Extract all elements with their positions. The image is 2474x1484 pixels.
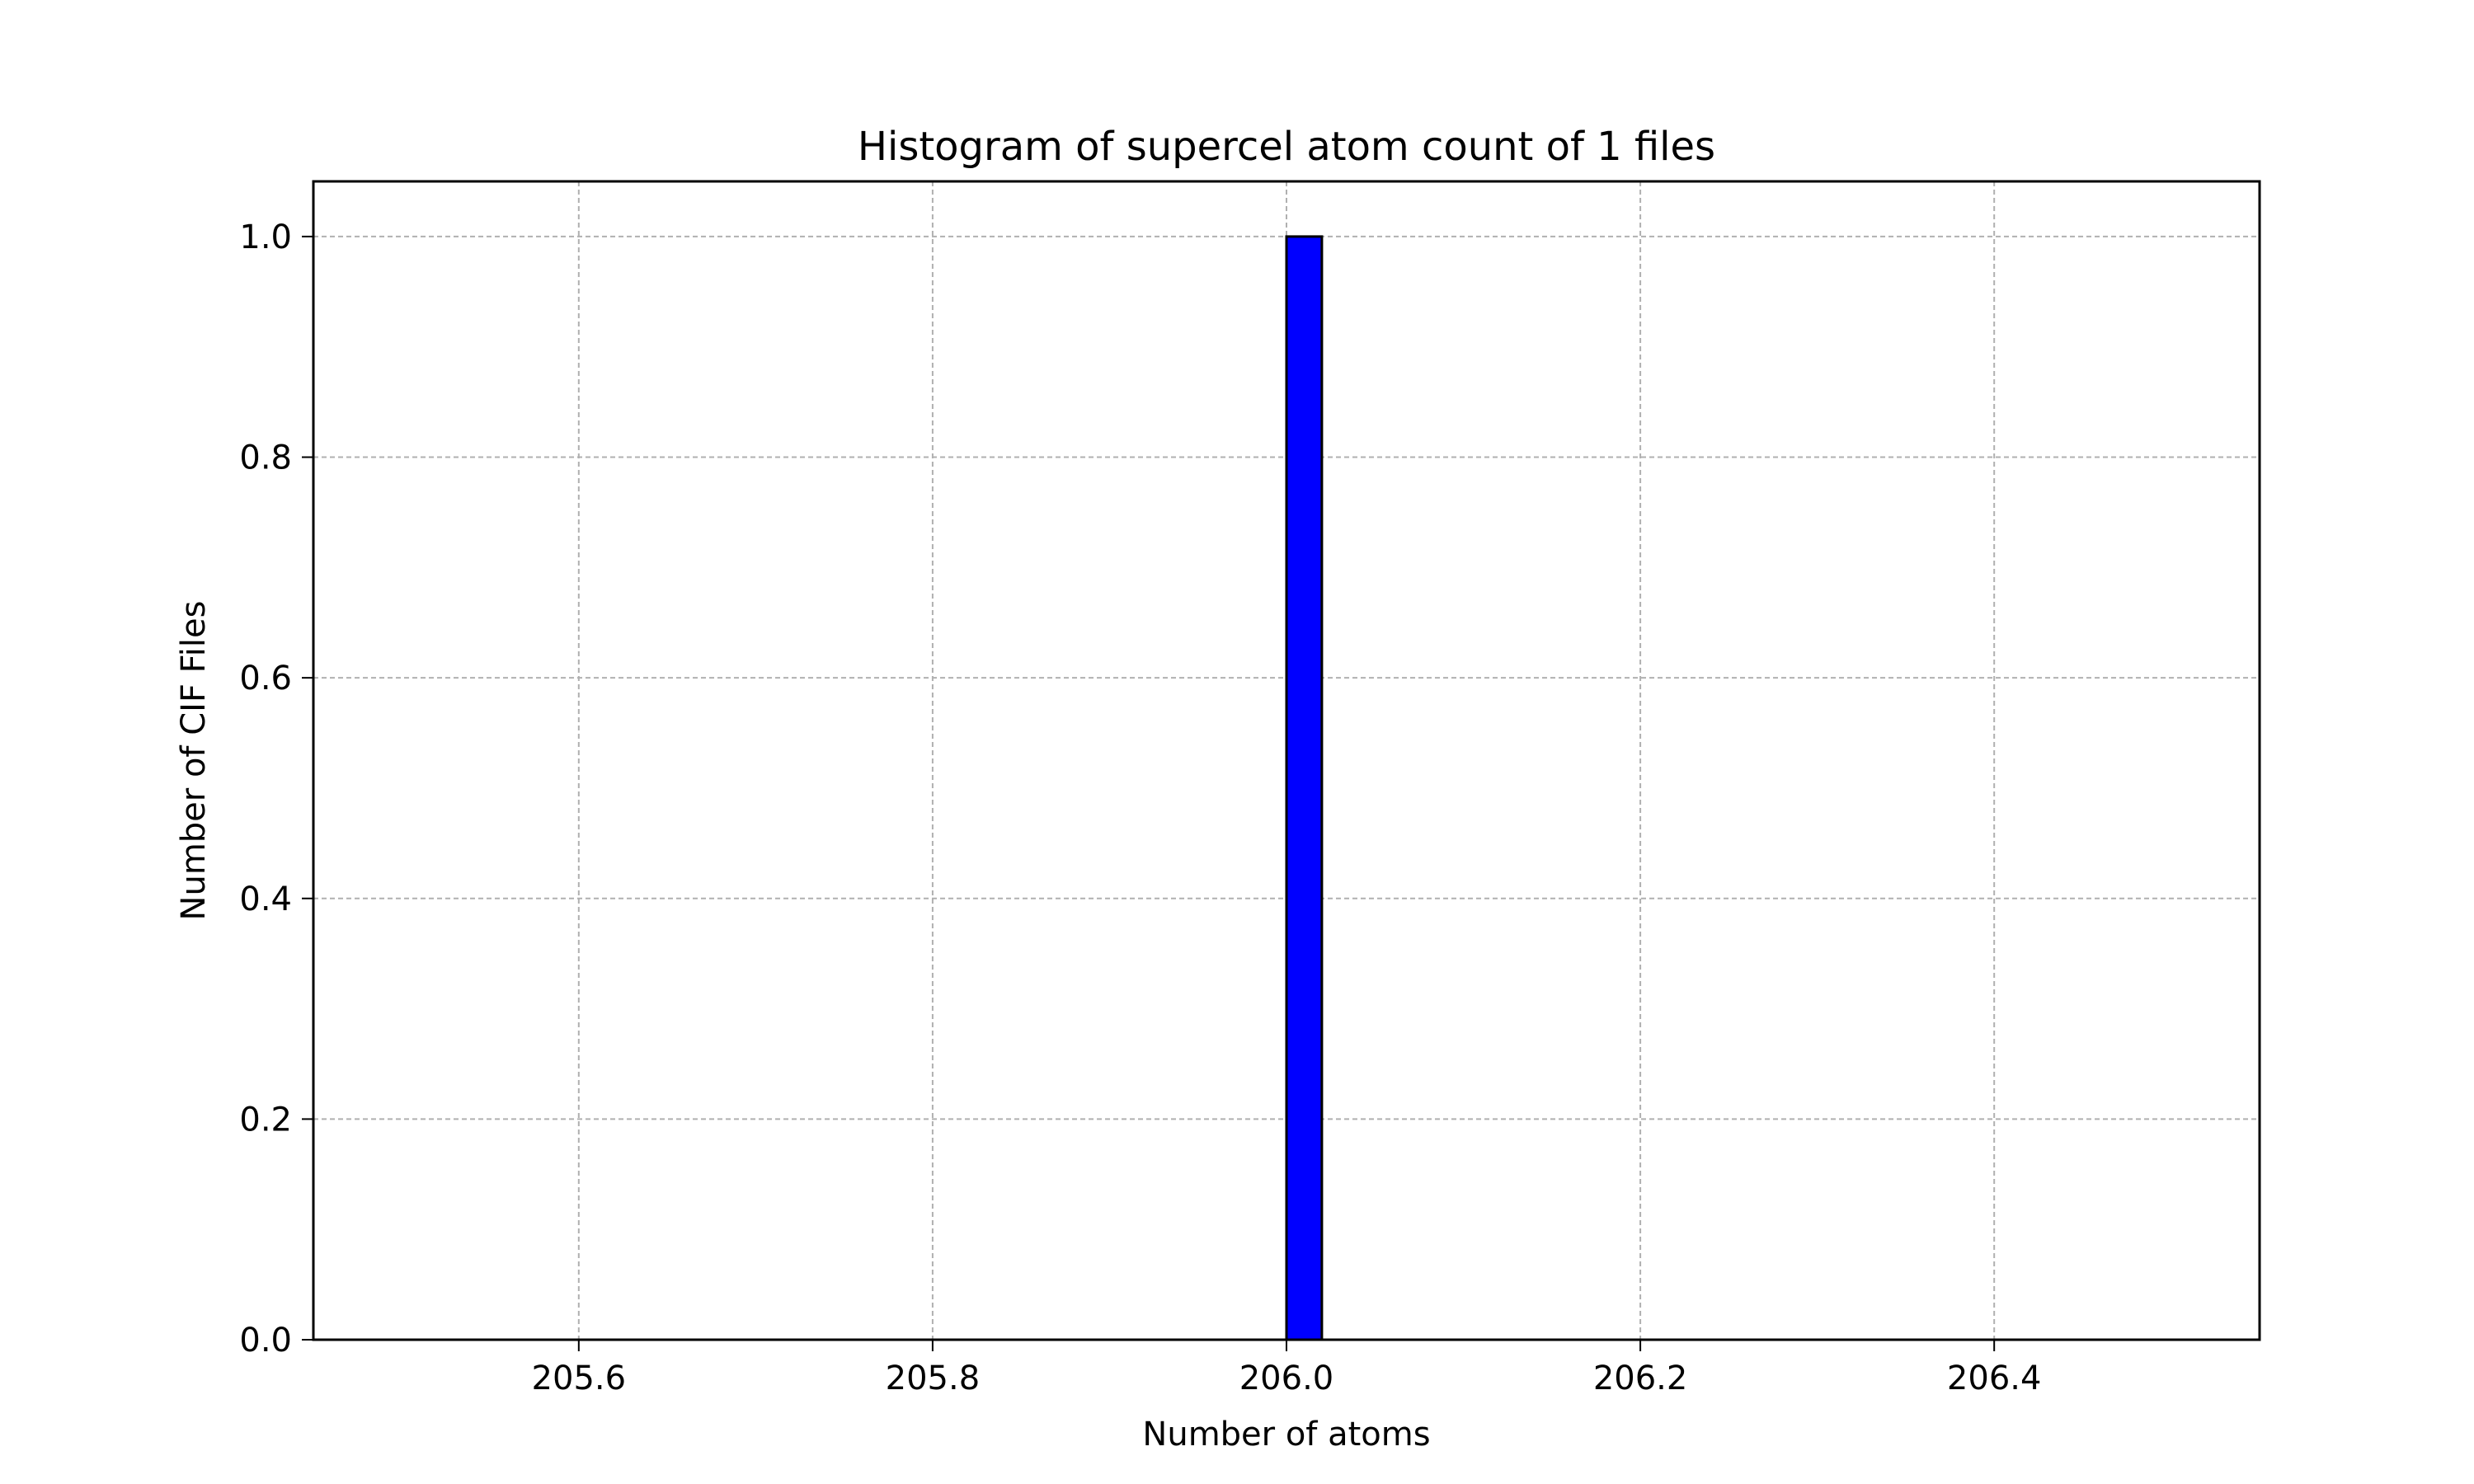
x-tick-label: 206.0 — [1239, 1360, 1334, 1397]
y-tick-label: 0.2 — [239, 1101, 292, 1139]
x-axis-title: Number of atoms — [1142, 1416, 1430, 1453]
y-tick-label: 0.0 — [239, 1322, 292, 1360]
x-tick-label: 205.6 — [532, 1360, 627, 1397]
x-axis-ticks: 205.6 205.8 206.0 206.2 206.4 — [532, 1340, 2042, 1397]
y-axis-title: Number of CIF Files — [175, 601, 213, 921]
y-tick-label: 0.8 — [239, 439, 292, 477]
y-tick-label: 1.0 — [239, 218, 292, 256]
y-axis-ticks: 0.0 0.2 0.4 0.6 0.8 1.0 — [239, 218, 313, 1360]
histogram-bar — [1285, 235, 1324, 1341]
x-tick-label: 205.8 — [886, 1360, 981, 1397]
chart-title: Histogram of supercel atom count of 1 fi… — [858, 124, 1715, 170]
y-tick-label: 0.6 — [239, 660, 292, 697]
x-tick-label: 206.4 — [1947, 1360, 2042, 1397]
y-tick-label: 0.4 — [239, 881, 292, 918]
x-tick-label: 206.2 — [1593, 1360, 1688, 1397]
